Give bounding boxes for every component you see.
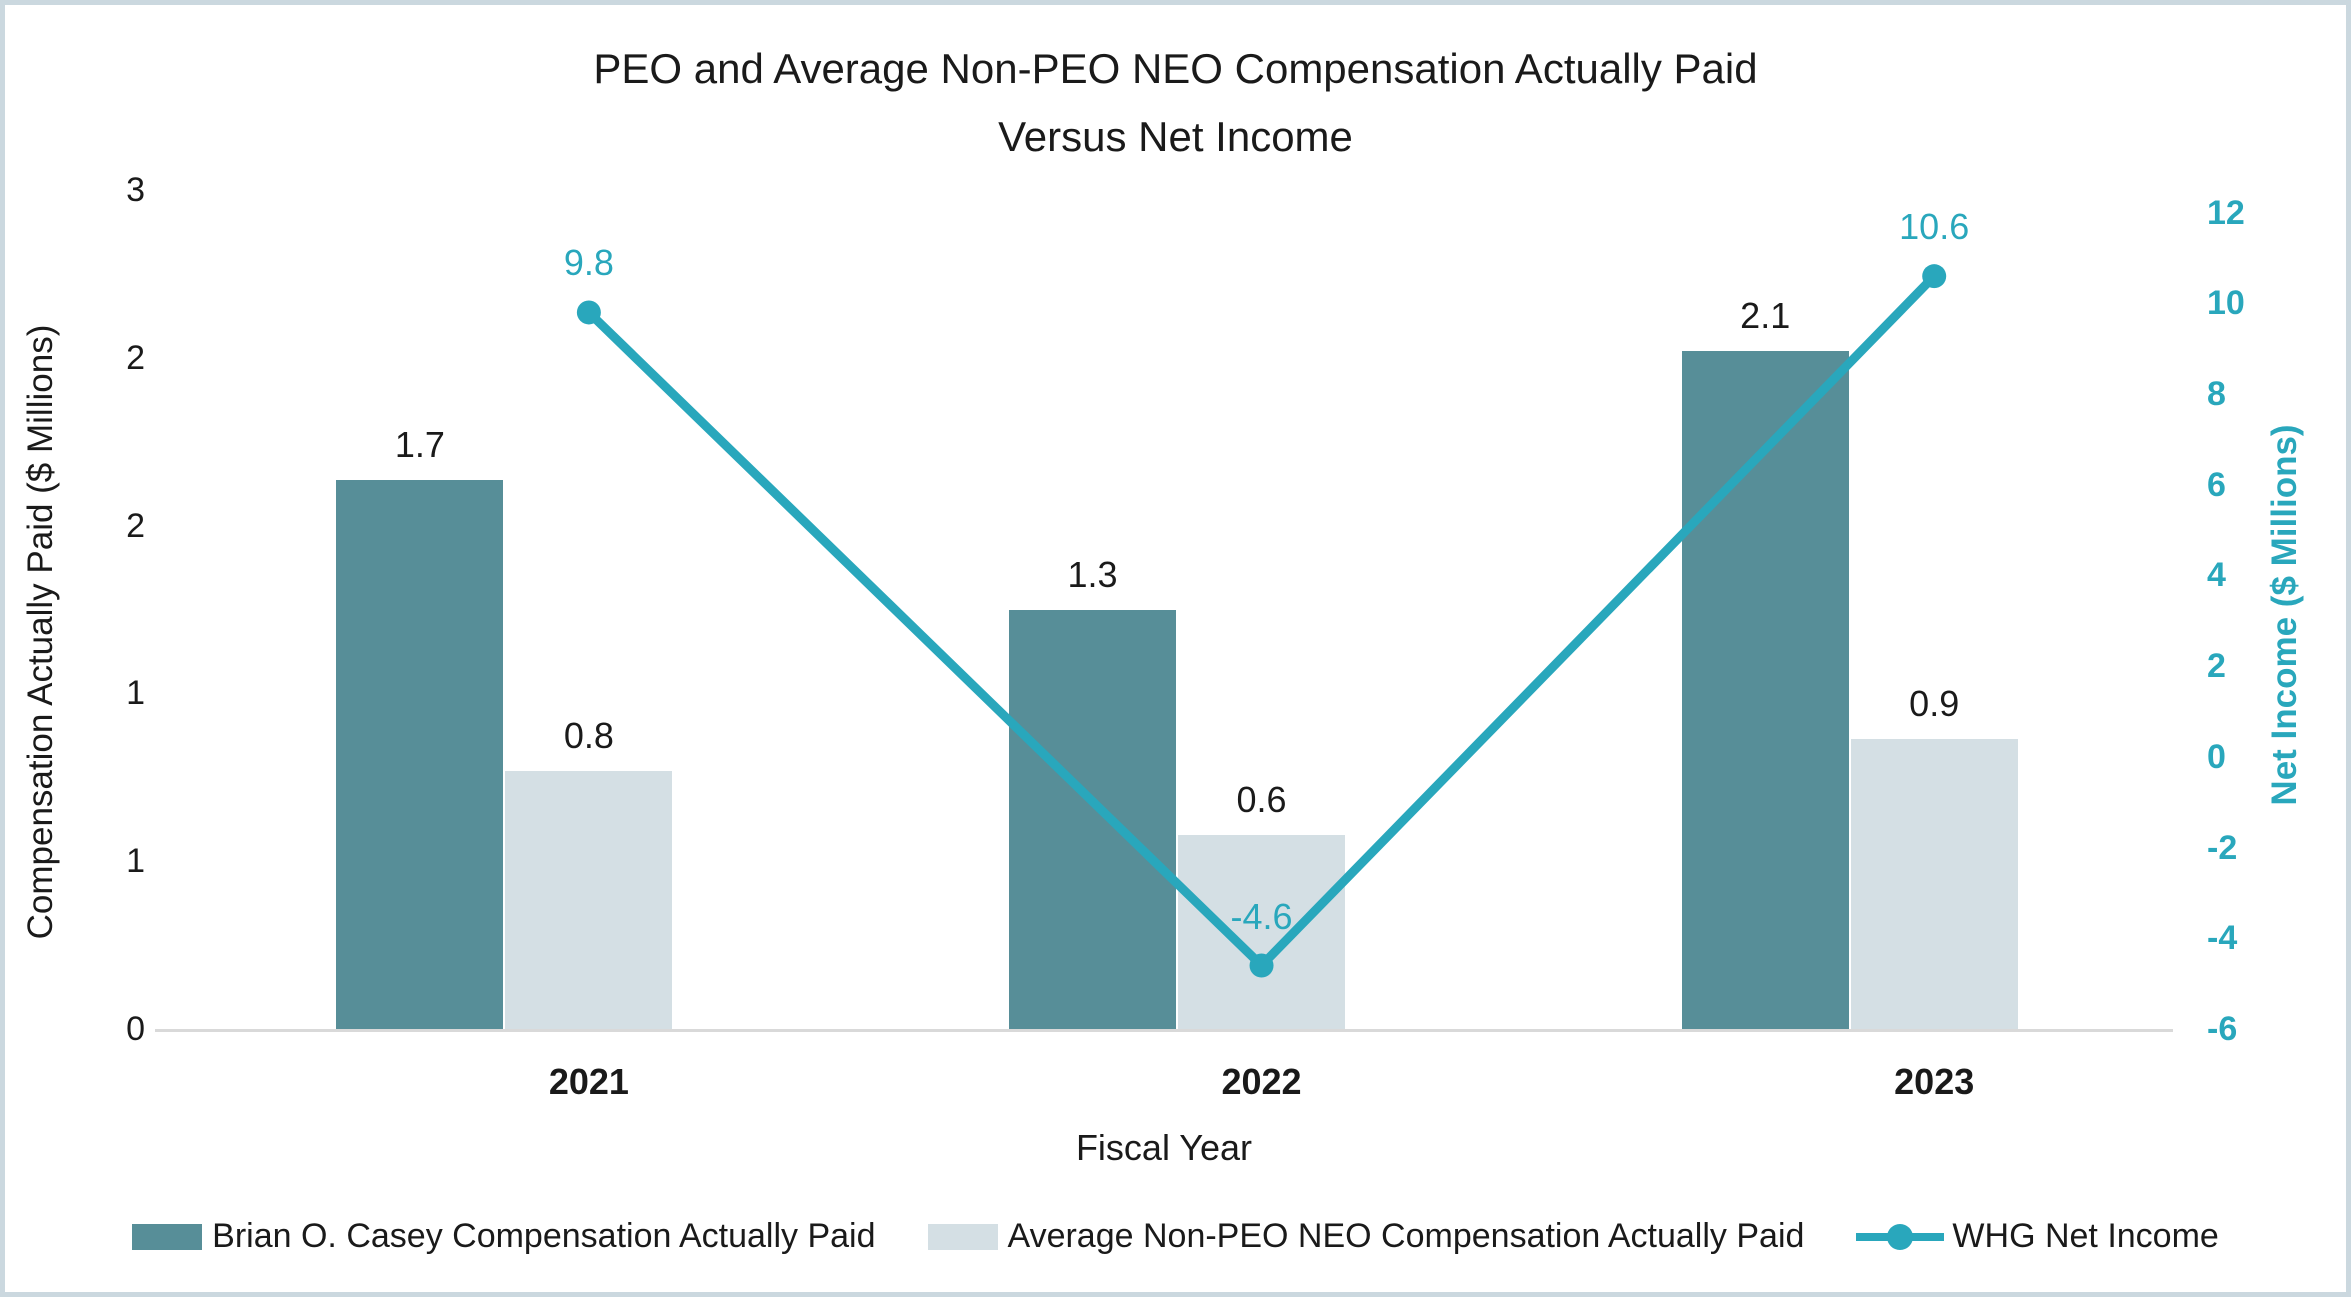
bar-non-peo-2021 xyxy=(505,770,673,1029)
right-axis-tick-label: 2 xyxy=(2207,647,2226,686)
legend-item-non-peo: Average Non-PEO NEO Compensation Actuall… xyxy=(927,1217,1805,1256)
left-axis-tick-label: 2 xyxy=(126,338,145,377)
bar-non-peo-2023 xyxy=(1850,738,2018,1029)
x-category-label-2021: 2021 xyxy=(548,1061,629,1102)
right-axis-tick-label: 4 xyxy=(2207,556,2226,595)
legend-label: WHG Net Income xyxy=(1952,1217,2219,1255)
right-axis-tick-label: 0 xyxy=(2207,737,2226,776)
legend: Brian O. Casey Compensation Actually Pai… xyxy=(5,1217,2346,1256)
chart-title-line-1: PEO and Average Non-PEO NEO Compensation… xyxy=(593,45,1758,92)
net-income-data-label: 9.8 xyxy=(563,242,614,284)
bar-peo-2021 xyxy=(336,480,504,1029)
bar-data-label: 2.1 xyxy=(1740,295,1791,337)
bar-non-peo-2022 xyxy=(1178,835,1346,1029)
bar-data-label: 0.6 xyxy=(1236,779,1287,821)
x-category-label-2022: 2022 xyxy=(1221,1061,1302,1102)
right-axis-tick-label: -4 xyxy=(2207,919,2238,958)
chart-title: PEO and Average Non-PEO NEO Compensation… xyxy=(5,35,2346,171)
legend-label: Average Non-PEO NEO Compensation Actuall… xyxy=(1007,1217,1805,1255)
net-income-data-label: -4.6 xyxy=(1230,895,1293,937)
left-axis-tick-label: 3 xyxy=(126,171,145,209)
bar-data-label: 0.9 xyxy=(1909,682,1960,724)
x-axis-title: Fiscal Year xyxy=(1075,1127,1253,1168)
net-income-marker-icon xyxy=(1922,264,1947,289)
left-axis-tick-label: 1 xyxy=(126,674,145,713)
left-axis-tick-label: 0 xyxy=(126,1010,145,1048)
right-axis-tick-label: -6 xyxy=(2207,1010,2238,1048)
chart-title-line-2: Versus Net Income xyxy=(998,113,1353,160)
x-category-label-2023: 2023 xyxy=(1894,1061,1975,1102)
right-axis-tick-label: -2 xyxy=(2207,828,2238,867)
left-axis-tick-label: 1 xyxy=(126,842,145,881)
bar-data-label: 0.8 xyxy=(563,714,614,756)
right-axis-tick-label: 12 xyxy=(2207,193,2245,232)
bar-data-label: 1.7 xyxy=(394,424,445,466)
x-axis-line xyxy=(155,1029,2173,1032)
right-axis-tick-label: 8 xyxy=(2207,375,2226,414)
right-axis-tick-label: 10 xyxy=(2207,284,2245,323)
right-axis-tick-label: 6 xyxy=(2207,465,2226,504)
legend-label: Brian O. Casey Compensation Actually Pai… xyxy=(212,1217,876,1255)
left-axis-tick-label: 2 xyxy=(126,506,145,545)
bar-peo-2023 xyxy=(1681,351,1849,1029)
bar-peo-2022 xyxy=(1009,609,1177,1029)
net-income-line xyxy=(576,264,1947,978)
legend-bar-swatch-icon xyxy=(927,1223,998,1250)
legend-item-net-income: WHG Net Income xyxy=(1856,1217,2219,1256)
net-income-data-label: 10.6 xyxy=(1899,206,1970,248)
net-income-marker-icon xyxy=(576,300,601,325)
legend-line-marker-icon xyxy=(1856,1223,1945,1250)
bar-data-label: 1.3 xyxy=(1067,553,1118,595)
legend-bar-swatch-icon xyxy=(132,1223,203,1250)
net-income-marker-icon xyxy=(1249,953,1274,978)
legend-item-peo: Brian O. Casey Compensation Actually Pai… xyxy=(132,1217,876,1256)
